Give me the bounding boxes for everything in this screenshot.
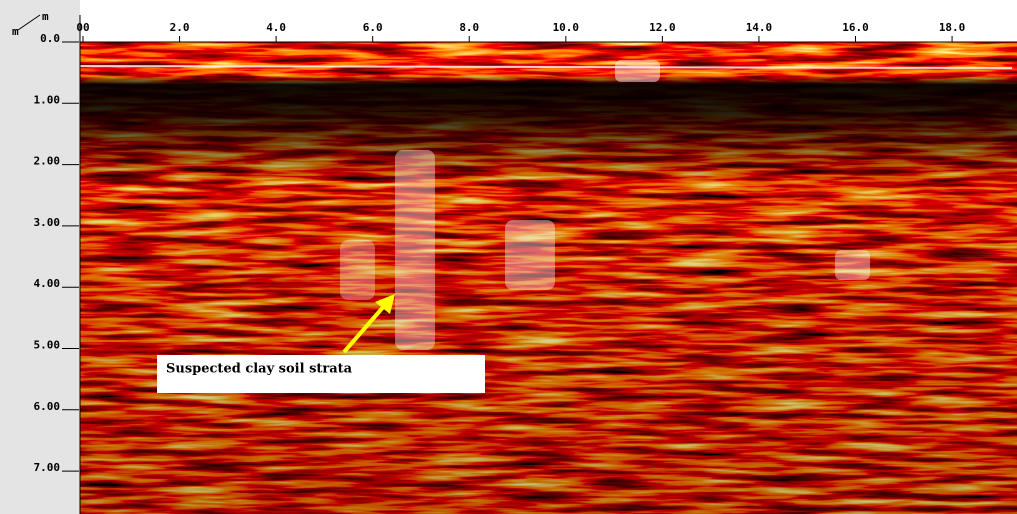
- radargram-view: m m Suspected clay soil strata 00 2.0 4.0 6…: [0, 0, 1017, 514]
- x-tick-label: 4.0: [266, 21, 286, 34]
- x-tick-label: 14.0: [746, 21, 773, 34]
- y-tick-label: 7.00: [34, 461, 61, 474]
- x-unit: m: [42, 10, 49, 23]
- x-tick-label: 18.0: [939, 21, 966, 34]
- y-unit: m: [12, 25, 19, 38]
- y-tick-label: 1.00: [34, 93, 61, 106]
- y-tick-label: 6.00: [34, 400, 61, 413]
- y-tick-label: 5.00: [34, 338, 61, 351]
- y-tick-label: 2.00: [34, 155, 61, 168]
- top-ruler: [80, 15, 1017, 42]
- left-panel: [0, 0, 80, 514]
- x-tick-label: 16.0: [842, 21, 869, 34]
- x-tick-label: 8.0: [459, 21, 479, 34]
- y-tick-label: 4.00: [34, 277, 61, 290]
- x-tick-label: 6.0: [363, 21, 383, 34]
- x-tick-label: 2.0: [170, 21, 190, 34]
- y-tick-label: 3.00: [34, 216, 61, 229]
- annotation: Suspected clay soil strata: [166, 362, 353, 377]
- x-tick-label: 12.0: [649, 21, 676, 34]
- x-tick-label: 10.0: [553, 21, 580, 34]
- y-tick-label: 0.0: [40, 32, 60, 45]
- x-tick-label: 00: [76, 21, 89, 34]
